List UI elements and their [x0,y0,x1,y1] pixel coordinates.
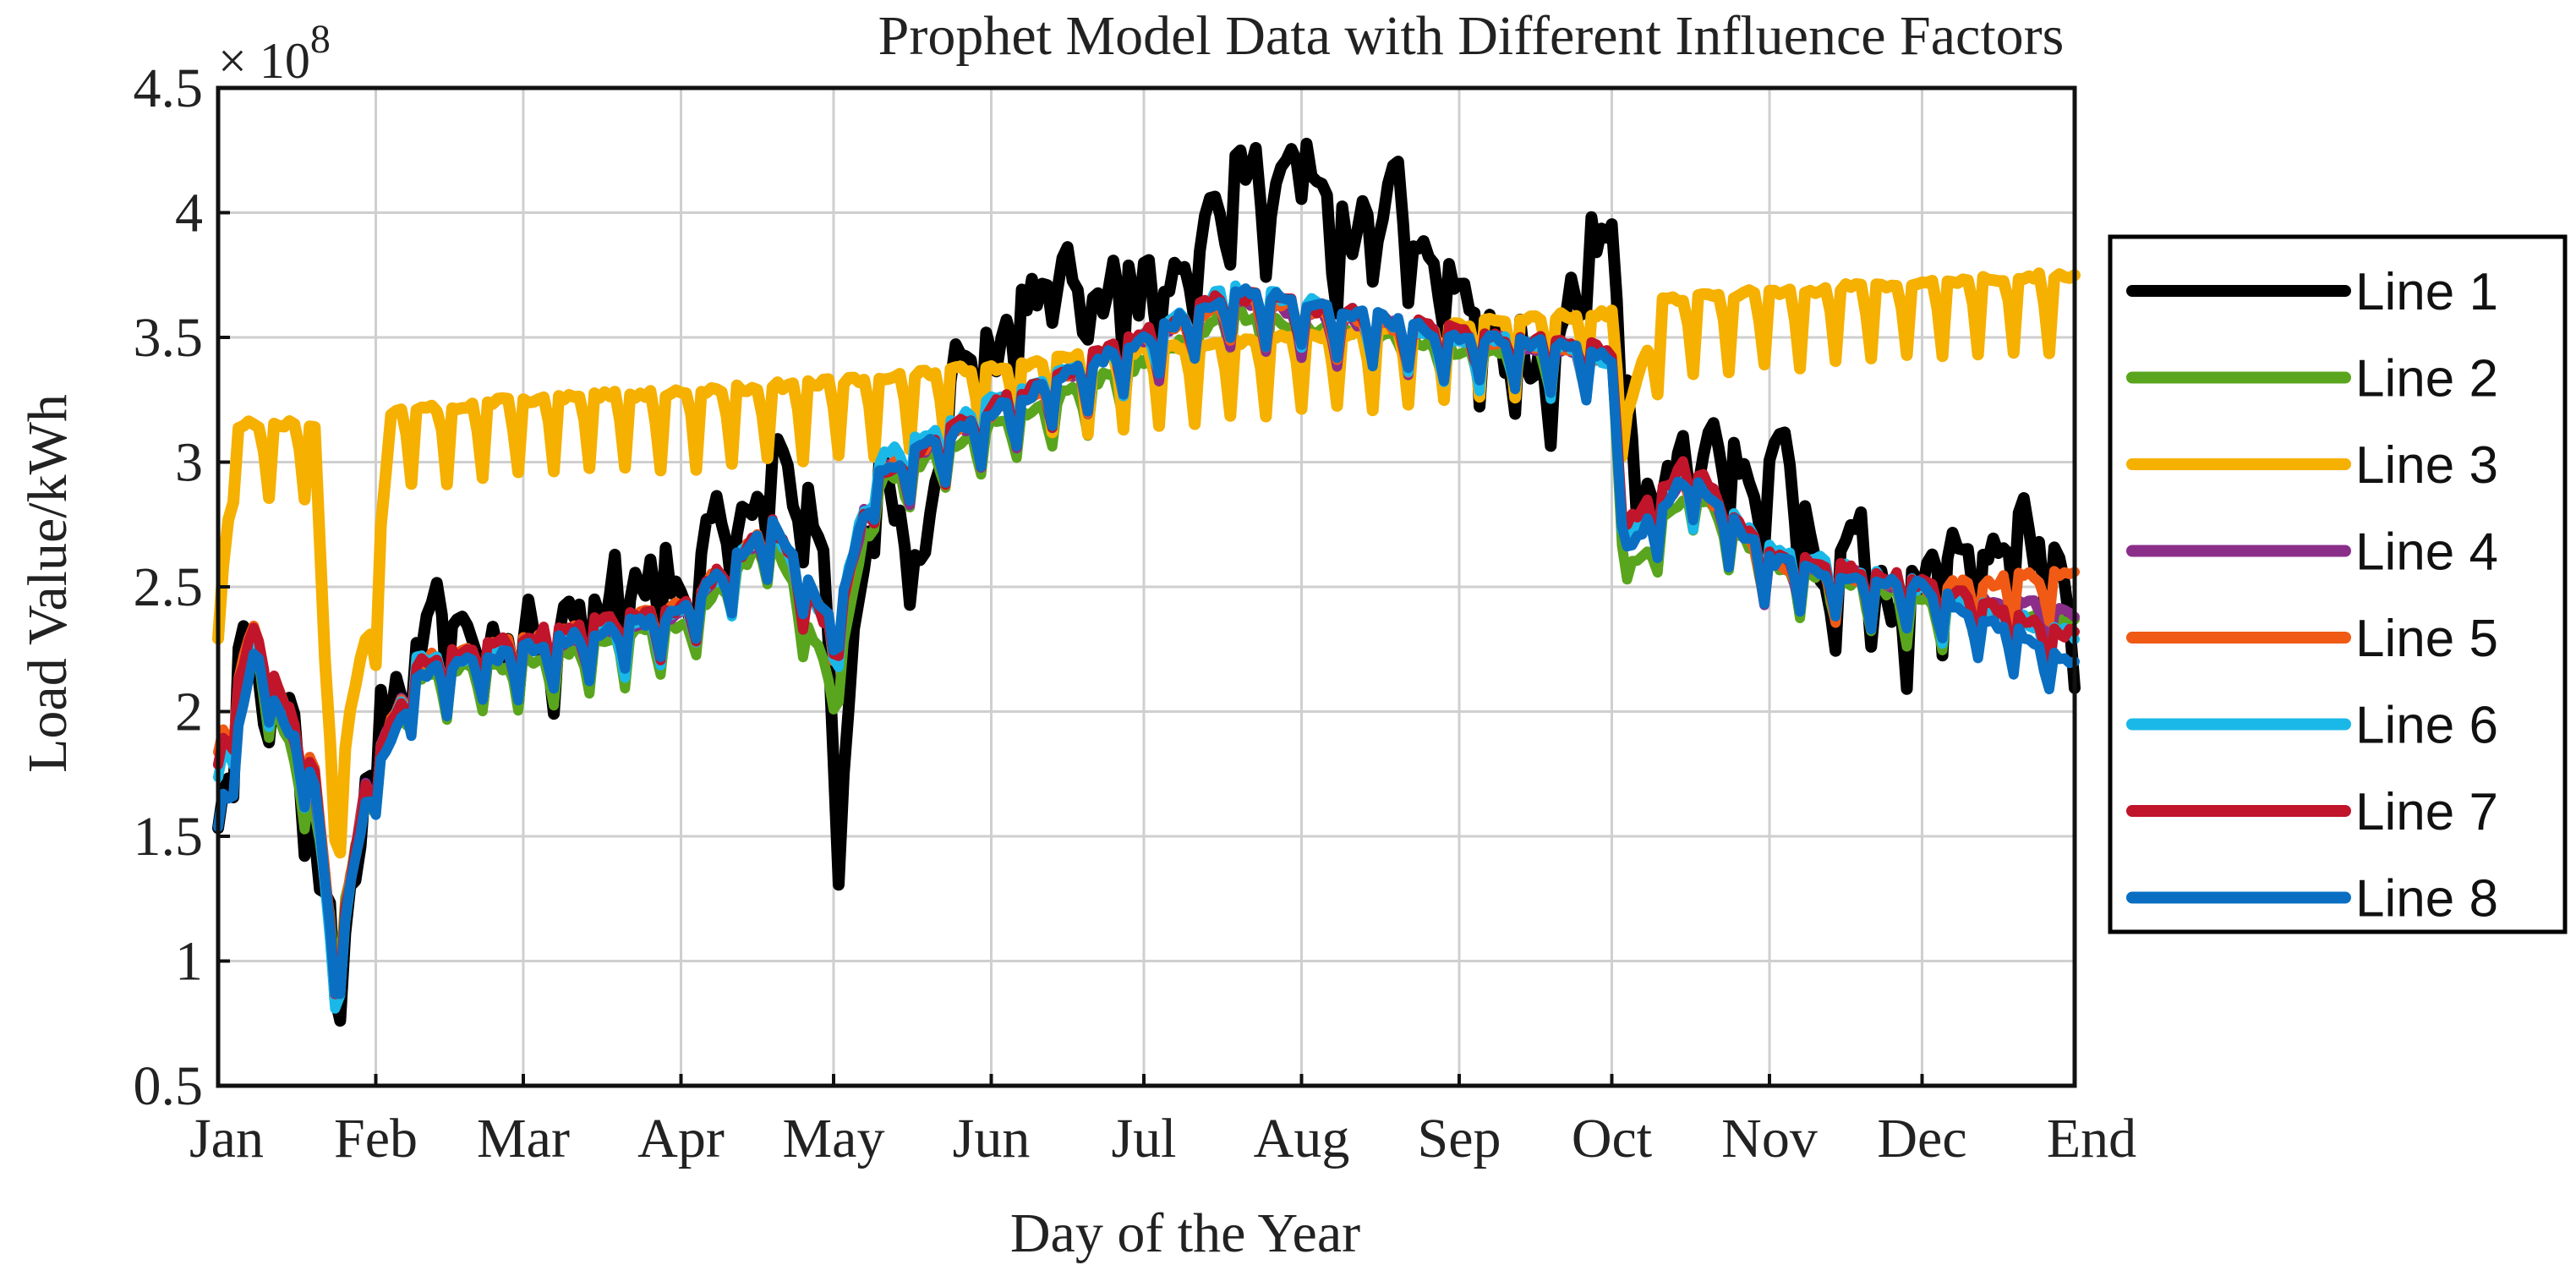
y-multiplier-exponent: 8 [310,17,331,62]
y-tick-label: 4 [175,183,203,244]
y-tick-label: 3.5 [134,307,204,369]
x-tick-label: Feb [334,1108,418,1169]
y-tick-label: 4.5 [134,58,204,119]
ticks [216,86,2076,1087]
series-line-1 [212,137,2081,1027]
legend-label: Line 6 [2355,697,2498,755]
x-tick-label: Jul [1111,1108,1176,1169]
y-tick-label: 1 [175,931,203,993]
y-axis-multiplier: × 108 [218,17,331,89]
x-axis-label: Day of the Year [1010,1202,1360,1264]
x-tick-label: Apr [637,1108,725,1169]
chart-title: Prophet Model Data with Different Influe… [878,5,2065,67]
x-tick-labels: Jan Feb Mar Apr May Jun Jul Aug Sep Oct Nov Dec End [189,1108,2136,1169]
x-tick-label: Sep [1418,1108,1501,1169]
series-line-3 [212,267,2081,859]
y-axis-label: Load Value/kWh [17,394,79,773]
y-tick-label: 0.5 [134,1055,204,1117]
series-line-8 [213,283,2080,999]
x-tick-label: May [782,1108,884,1169]
legend-label: Line 8 [2355,870,2498,928]
y-tick-label: 2 [175,682,203,743]
y-tick-label: 2.5 [134,556,204,618]
x-tick-label: Jun [953,1108,1031,1169]
legend-label: Line 7 [2355,783,2498,841]
x-tick-label: Oct [1572,1108,1652,1169]
legend-items: Line 1 Line 2 Line 3 Line 4 Line 5 Line 6 Line… [2126,263,2498,928]
x-tick-label: End [2047,1108,2136,1169]
legend-label: Line 2 [2355,350,2498,408]
y-tick-label: 1.5 [134,806,204,868]
y-tick-labels: 0.5 1 1.5 2 2.5 3 3.5 4 4.5 [134,58,204,1117]
y-multiplier-base: × 10 [218,33,310,89]
y-tick-label: 3 [175,432,203,494]
x-tick-label: Mar [477,1108,570,1169]
x-tick-label: Aug [1254,1108,1350,1169]
x-tick-label: Jan [189,1108,264,1169]
legend: Line 1 Line 2 Line 3 Line 4 Line 5 Line 6 Line… [2108,234,2568,934]
x-tick-label: Dec [1877,1108,1966,1169]
legend-label: Line 5 [2355,610,2498,668]
legend-label: Line 3 [2355,436,2498,495]
legend-label: Line 1 [2355,263,2498,321]
series-layer [212,137,2081,1027]
legend-label: Line 4 [2355,523,2498,582]
x-tick-label: Nov [1721,1108,1818,1169]
